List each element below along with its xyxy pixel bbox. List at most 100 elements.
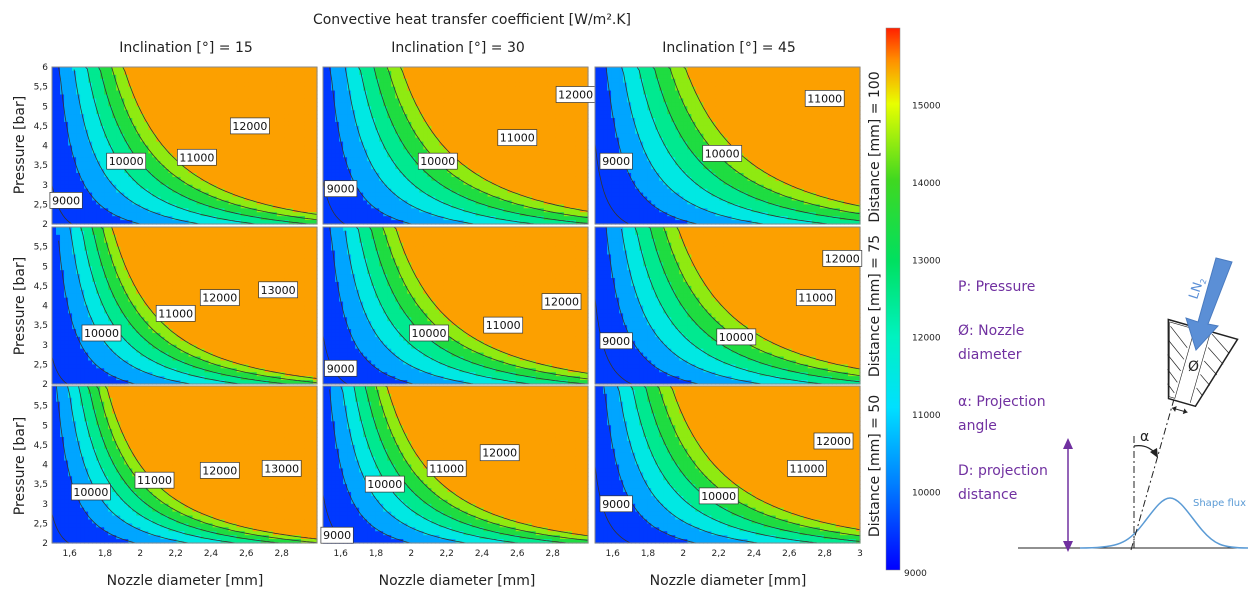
contour-cell [367,121,372,127]
contour-cell [451,204,457,209]
contour-cell [359,133,364,139]
contour-cell [379,82,384,88]
contour-cell [172,180,178,186]
contour-cell [300,125,306,131]
contour-cell [136,220,141,225]
contour-cell [499,184,505,190]
contour-cell [148,196,153,202]
contour-cell [68,172,73,178]
contour-cell [100,86,105,92]
contour-cell [284,78,290,84]
contour-cell [435,121,441,127]
contour-cell [419,78,424,84]
contour-cell [312,74,318,80]
contour-cell [100,180,105,186]
contour-cell [451,184,457,190]
contour-cell [523,188,529,194]
contour-cell [228,141,234,147]
contour-cell [292,70,298,76]
contour-cell [479,129,485,135]
contour-cell [140,74,145,80]
contour-cell [224,74,230,80]
contour-cell [535,110,541,115]
contour-cell [547,78,553,84]
contour-cell [391,153,396,158]
contour-cell [164,141,170,147]
contour-cell [280,172,286,178]
contour-cell [224,212,230,217]
contour-cell [296,145,302,151]
contour-cell [475,169,481,174]
contour-cell [216,98,222,103]
contour-cell [375,145,380,151]
contour-cell [419,94,424,99]
contour-cell [80,208,85,213]
contour-cell [280,161,286,166]
contour-cell [383,169,388,174]
contour-cell [228,188,234,194]
contour-cell [96,121,101,127]
contour-cell [551,165,557,170]
contour-cell [204,86,210,92]
contour-cell [547,200,553,205]
contour-cell [60,106,65,111]
contour-cell [164,70,170,76]
contour-cell [511,176,517,182]
contour-cell [343,216,348,221]
contour-cell [244,86,250,92]
contour-cell [459,74,465,80]
contour-cell [487,200,493,205]
contour-cell [212,192,218,198]
contour-cell [144,70,149,76]
contour-cell [351,121,356,127]
contour-cell [403,188,408,194]
contour-cell [116,180,121,186]
contour-cell [280,141,286,147]
contour-cell [196,82,202,88]
contour-cell [96,110,101,115]
contour-cell [423,94,428,99]
contour-cell [515,114,521,119]
contour-cell [220,82,226,88]
contour-cell [391,169,396,174]
contour-cell [240,145,246,151]
contour-cell [403,192,408,198]
contour-cell [411,192,416,198]
contour-cell [160,220,166,225]
contour-cell [431,102,437,107]
contour-cell [276,216,282,221]
contour-cell [355,184,360,190]
contour-cell [467,212,473,217]
contour-cell [184,216,190,221]
contour-cell [487,78,493,84]
contour-cell [459,129,465,135]
contour-cell [407,133,412,139]
contour-cell [543,180,549,186]
contour-cell [387,212,392,217]
contour-cell [208,137,214,143]
contour-cell [172,204,178,209]
contour-cell [427,74,433,80]
contour-cell [323,82,328,88]
contour-cell [56,149,61,154]
contour-cell [327,78,332,84]
contour-cell [276,70,282,76]
contour-cell [88,204,93,209]
contour-cell [120,121,125,127]
contour-cell [240,70,246,76]
contour-cell [152,121,157,127]
contour-cell [140,141,145,147]
contour-cell [327,86,332,92]
contour-cell [212,184,218,190]
contour-cell [220,153,226,158]
contour-cell [551,118,557,123]
contour-cell [220,172,226,178]
contour-cell [264,98,270,103]
contour-cell [160,145,166,151]
contour-cell [551,172,557,178]
contour-cell [331,176,336,182]
contour-cell [391,188,396,194]
contour-cell [335,118,340,123]
contour-cell [60,184,65,190]
contour-cell [104,106,109,111]
